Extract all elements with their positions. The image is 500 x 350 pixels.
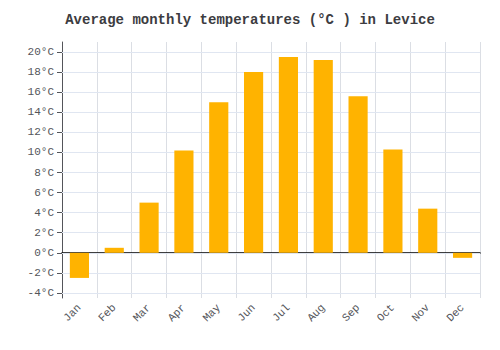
svg-text:18°C: 18°C — [28, 66, 55, 78]
svg-text:6°C: 6°C — [34, 187, 54, 199]
svg-text:Dec: Dec — [444, 302, 466, 324]
svg-text:-2°C: -2°C — [28, 267, 55, 279]
svg-text:Feb: Feb — [96, 302, 118, 324]
svg-text:Apr: Apr — [166, 302, 188, 324]
svg-text:8°C: 8°C — [34, 167, 54, 179]
svg-text:Jul: Jul — [270, 302, 292, 324]
svg-text:-4°C: -4°C — [28, 287, 55, 299]
svg-text:2°C: 2°C — [34, 227, 54, 239]
svg-text:Nov: Nov — [410, 301, 433, 324]
svg-text:May: May — [201, 301, 224, 324]
svg-text:Average monthly temperatures (: Average monthly temperatures (°C ) in Le… — [65, 12, 435, 28]
svg-text:12°C: 12°C — [28, 126, 55, 138]
svg-text:Mar: Mar — [131, 302, 153, 324]
svg-text:Jan: Jan — [61, 302, 83, 324]
svg-text:0°C: 0°C — [34, 247, 54, 259]
svg-text:10°C: 10°C — [28, 146, 55, 158]
svg-text:20°C: 20°C — [28, 46, 55, 58]
svg-text:4°C: 4°C — [34, 207, 54, 219]
svg-text:14°C: 14°C — [28, 106, 55, 118]
svg-text:16°C: 16°C — [28, 86, 55, 98]
svg-text:Jun: Jun — [235, 302, 257, 324]
svg-text:Aug: Aug — [305, 302, 327, 324]
svg-text:Oct: Oct — [375, 302, 397, 324]
svg-text:Sep: Sep — [340, 302, 362, 324]
